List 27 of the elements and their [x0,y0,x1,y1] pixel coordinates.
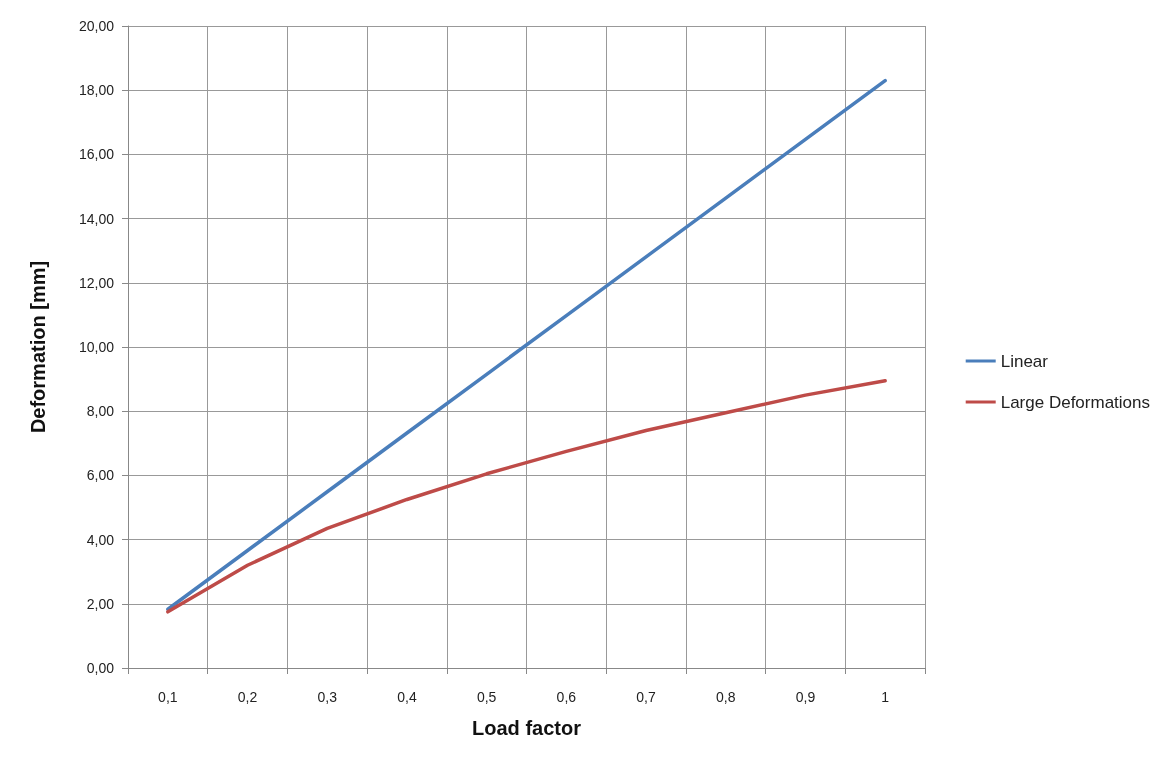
y-tick-label: 16,00 [78,146,115,163]
x-tick-label: 1 [881,689,890,705]
x-tick-label: 0,3 [317,689,338,705]
x-tick-label: 0,6 [556,689,577,705]
y-tick-label: 6,00 [86,467,115,484]
x-tick-label: 0,8 [716,689,736,705]
y-tick-label: 2,00 [86,595,115,612]
x-tick-label: 0,1 [158,689,178,705]
y-tick-label: 18,00 [78,82,115,99]
y-axis-title: Deformation [mm] [27,260,49,434]
legend-label: Large Deformations [1000,392,1151,412]
x-tick-label: 0,4 [397,689,417,705]
y-tick-label: 20,00 [78,18,115,34]
x-tick-label: 0,5 [476,689,497,705]
y-tick-label: 8,00 [86,403,115,420]
y-tick-label: 12,00 [78,274,115,291]
line-series [166,78,887,612]
y-tick-label: 0,00 [86,660,115,676]
y-tick-label: 14,00 [78,210,115,227]
x-tick-label: 0,7 [636,689,656,705]
x-axis-title: Load factor [472,717,582,739]
legend-label: Linear [1000,351,1049,371]
x-tick-label: 0,9 [795,689,816,705]
y-tick-label: 4,00 [86,531,115,548]
y-tick-label: 10,00 [78,339,115,355]
x-tick-label: 0,2 [237,689,258,705]
line-series [166,378,887,614]
